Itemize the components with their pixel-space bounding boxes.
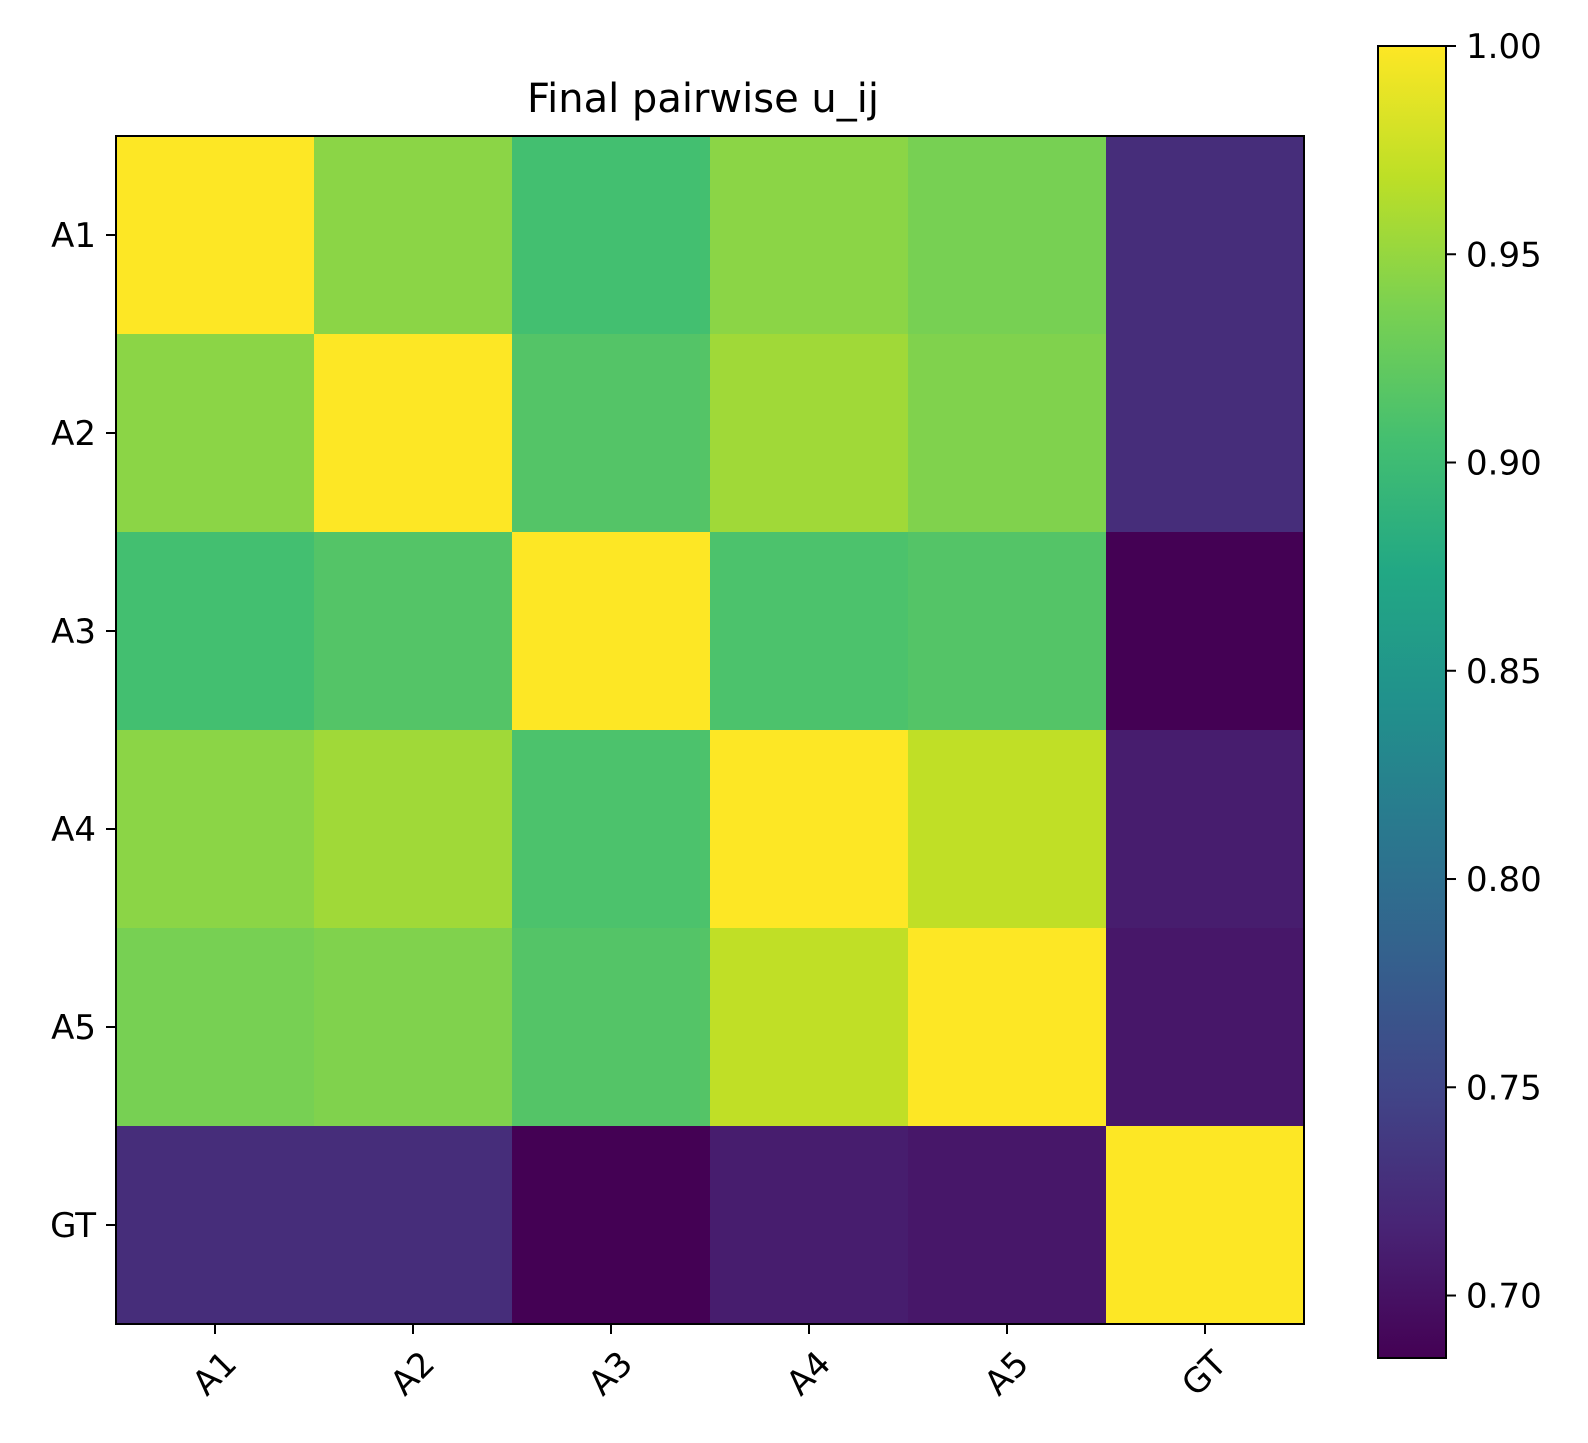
x-tick-label: A5 [977, 1344, 1037, 1404]
heatmap-cell-A2-A3 [512, 334, 711, 533]
heatmap-cell-A2-A2 [314, 334, 513, 533]
colorbar: 0.70 0.75 0.80 0.85 0.90 0.95 1.00 [1377, 27, 1542, 1359]
colorbar-frame [1377, 45, 1447, 1359]
colorbar-tick-label: 1.00 [1466, 27, 1542, 67]
heatmap-cell-GT-A1 [116, 1126, 315, 1325]
heatmap-cell-GT-A4 [710, 1126, 909, 1325]
y-axis-ticks: A1 A2 A3 A4 A5 GT [50, 216, 116, 1246]
y-tick-label: A3 [51, 612, 96, 652]
heatmap-cell-A4-A2 [314, 730, 513, 929]
heatmap-cell-A1-A4 [710, 136, 909, 335]
heatmap-cell-A1-A5 [908, 136, 1107, 335]
heatmap-cell-A1-A3 [512, 136, 711, 335]
y-tick-label: A4 [51, 810, 96, 850]
heatmap-cell-A5-A2 [314, 928, 513, 1127]
colorbar-tick-label: 0.90 [1466, 444, 1542, 484]
heatmap-cell-A5-A1 [116, 928, 315, 1127]
heatmap-cell-GT-A5 [908, 1126, 1107, 1325]
colorbar-tick-label: 0.95 [1466, 235, 1542, 275]
x-tick-label: A4 [779, 1344, 839, 1404]
x-axis-ticks: A1 A2 A3 A4 A5 GT [185, 1324, 1235, 1404]
colorbar-tick-label: 0.70 [1466, 1277, 1542, 1317]
chart-title: Final pairwise u_ij [527, 76, 879, 122]
x-tick-label: A3 [581, 1344, 641, 1404]
x-tick-label: A2 [383, 1344, 443, 1404]
heatmap-cell-GT-A2 [314, 1126, 513, 1325]
heatmap-cell-A4-A1 [116, 730, 315, 929]
colorbar-tick-label: 0.75 [1466, 1068, 1542, 1108]
heatmap-cell-A3-A2 [314, 532, 513, 731]
heatmap-cell-A1-A2 [314, 136, 513, 335]
colorbar-tick-label: 0.85 [1466, 652, 1542, 692]
heatmap-cell-A1-A1 [116, 136, 315, 335]
heatmap-cell-A2-A1 [116, 334, 315, 533]
heatmap-cell-A4-GT [1106, 730, 1305, 929]
plot-frame [115, 135, 1305, 1325]
heatmap-cells [116, 136, 1305, 1325]
heatmap-cell-A5-GT [1106, 928, 1305, 1127]
heatmap-cell-A4-A3 [512, 730, 711, 929]
heatmap-cell-GT-GT [1106, 1126, 1305, 1325]
x-tick-label: A1 [185, 1344, 245, 1404]
heatmap-cell-A1-GT [1106, 136, 1305, 335]
heatmap-cell-A3-A3 [512, 532, 711, 731]
y-tick-label: A2 [51, 414, 96, 454]
y-tick-label: A1 [51, 216, 96, 256]
colorbar-ticks: 0.70 0.75 0.80 0.85 0.90 0.95 1.00 [1446, 27, 1542, 1317]
x-tick-label: GT [1174, 1343, 1235, 1404]
heatmap-cell-A3-A4 [710, 532, 909, 731]
heatmap-cell-A3-A5 [908, 532, 1107, 731]
heatmap-cell-A2-A5 [908, 334, 1107, 533]
heatmap-cell-A4-A5 [908, 730, 1107, 929]
heatmap-cell-GT-A3 [512, 1126, 711, 1325]
heatmap-cell-A2-GT [1106, 334, 1305, 533]
heatmap-cell-A3-A1 [116, 532, 315, 731]
colorbar-tick-label: 0.80 [1466, 860, 1542, 900]
y-tick-label: GT [50, 1206, 96, 1246]
heatmap-cell-A5-A4 [710, 928, 909, 1127]
heatmap-cell-A2-A4 [710, 334, 909, 533]
heatmap-cell-A4-A4 [710, 730, 909, 929]
heatmap-cell-A5-A3 [512, 928, 711, 1127]
colorbar-bar [1378, 46, 1446, 1358]
heatmap-cell-A3-GT [1106, 532, 1305, 731]
y-tick-label: A5 [51, 1008, 96, 1048]
heatmap-cell-A5-A5 [908, 928, 1107, 1127]
